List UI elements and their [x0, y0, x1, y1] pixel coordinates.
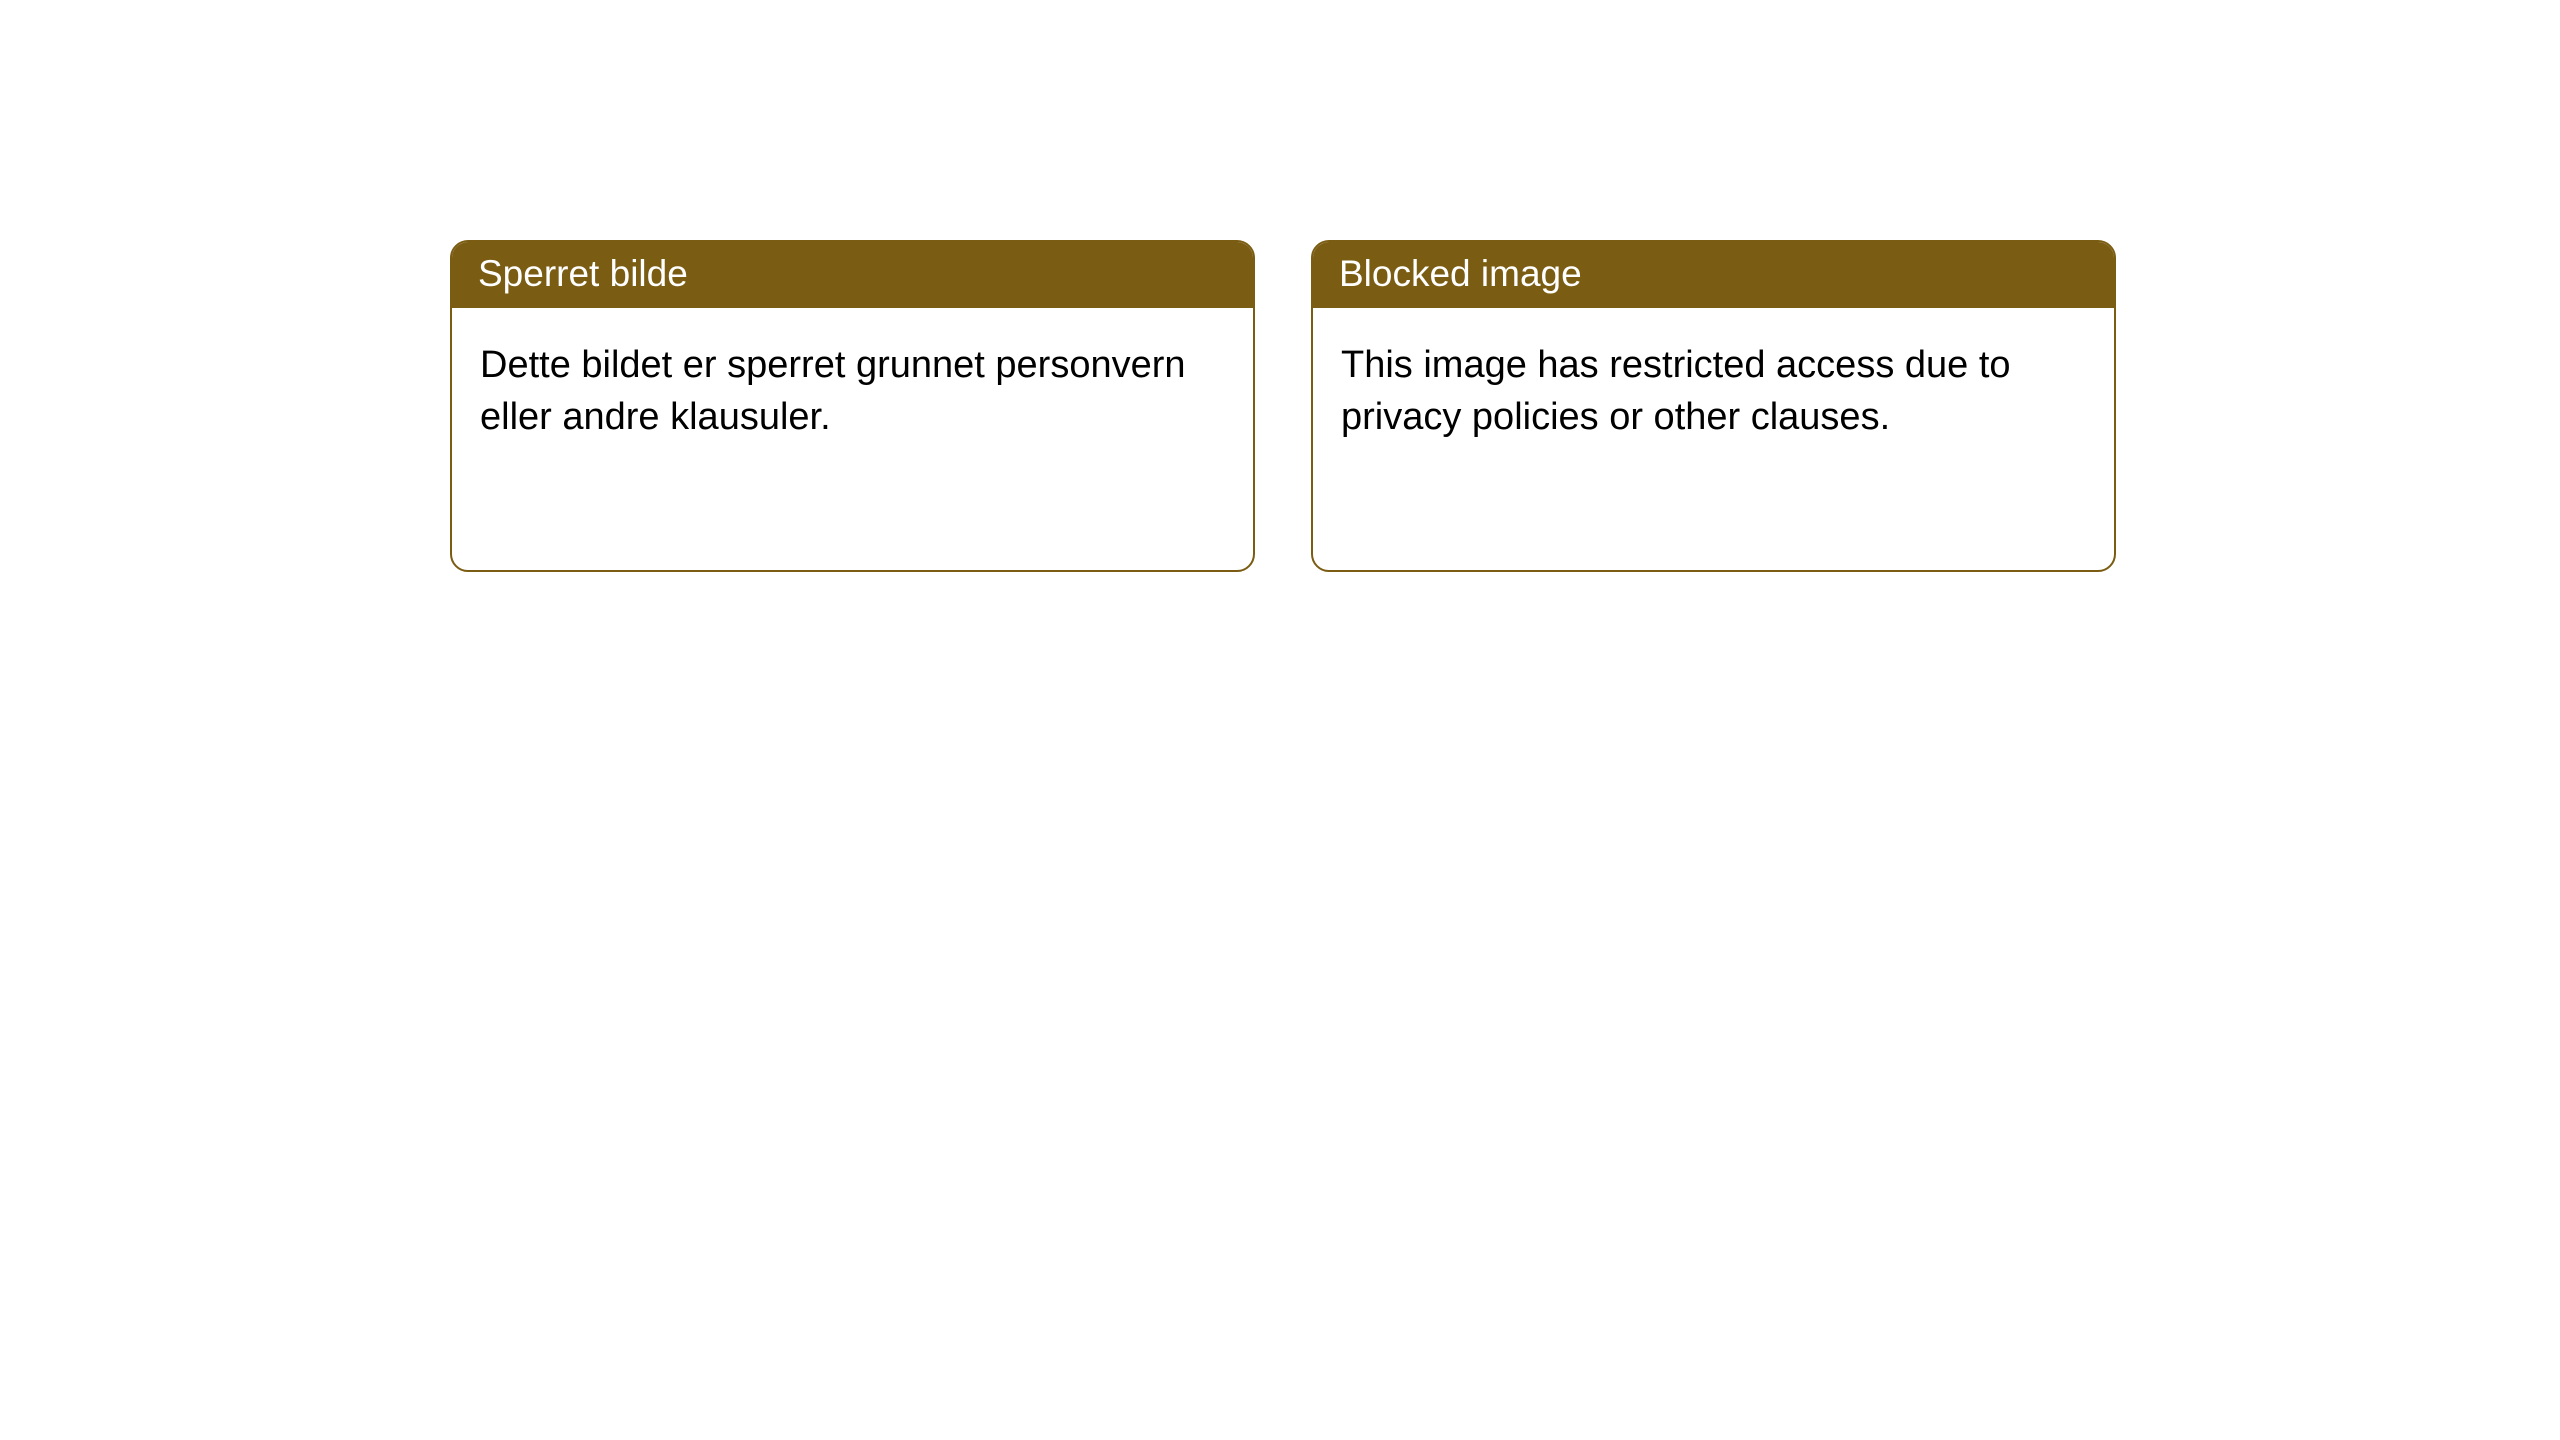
notice-title-norwegian: Sperret bilde [452, 242, 1253, 308]
notice-card-norwegian: Sperret bilde Dette bildet er sperret gr… [450, 240, 1255, 572]
notice-container: Sperret bilde Dette bildet er sperret gr… [0, 0, 2560, 572]
notice-body-norwegian: Dette bildet er sperret grunnet personve… [452, 308, 1253, 475]
notice-card-english: Blocked image This image has restricted … [1311, 240, 2116, 572]
notice-body-english: This image has restricted access due to … [1313, 308, 2114, 475]
notice-title-english: Blocked image [1313, 242, 2114, 308]
